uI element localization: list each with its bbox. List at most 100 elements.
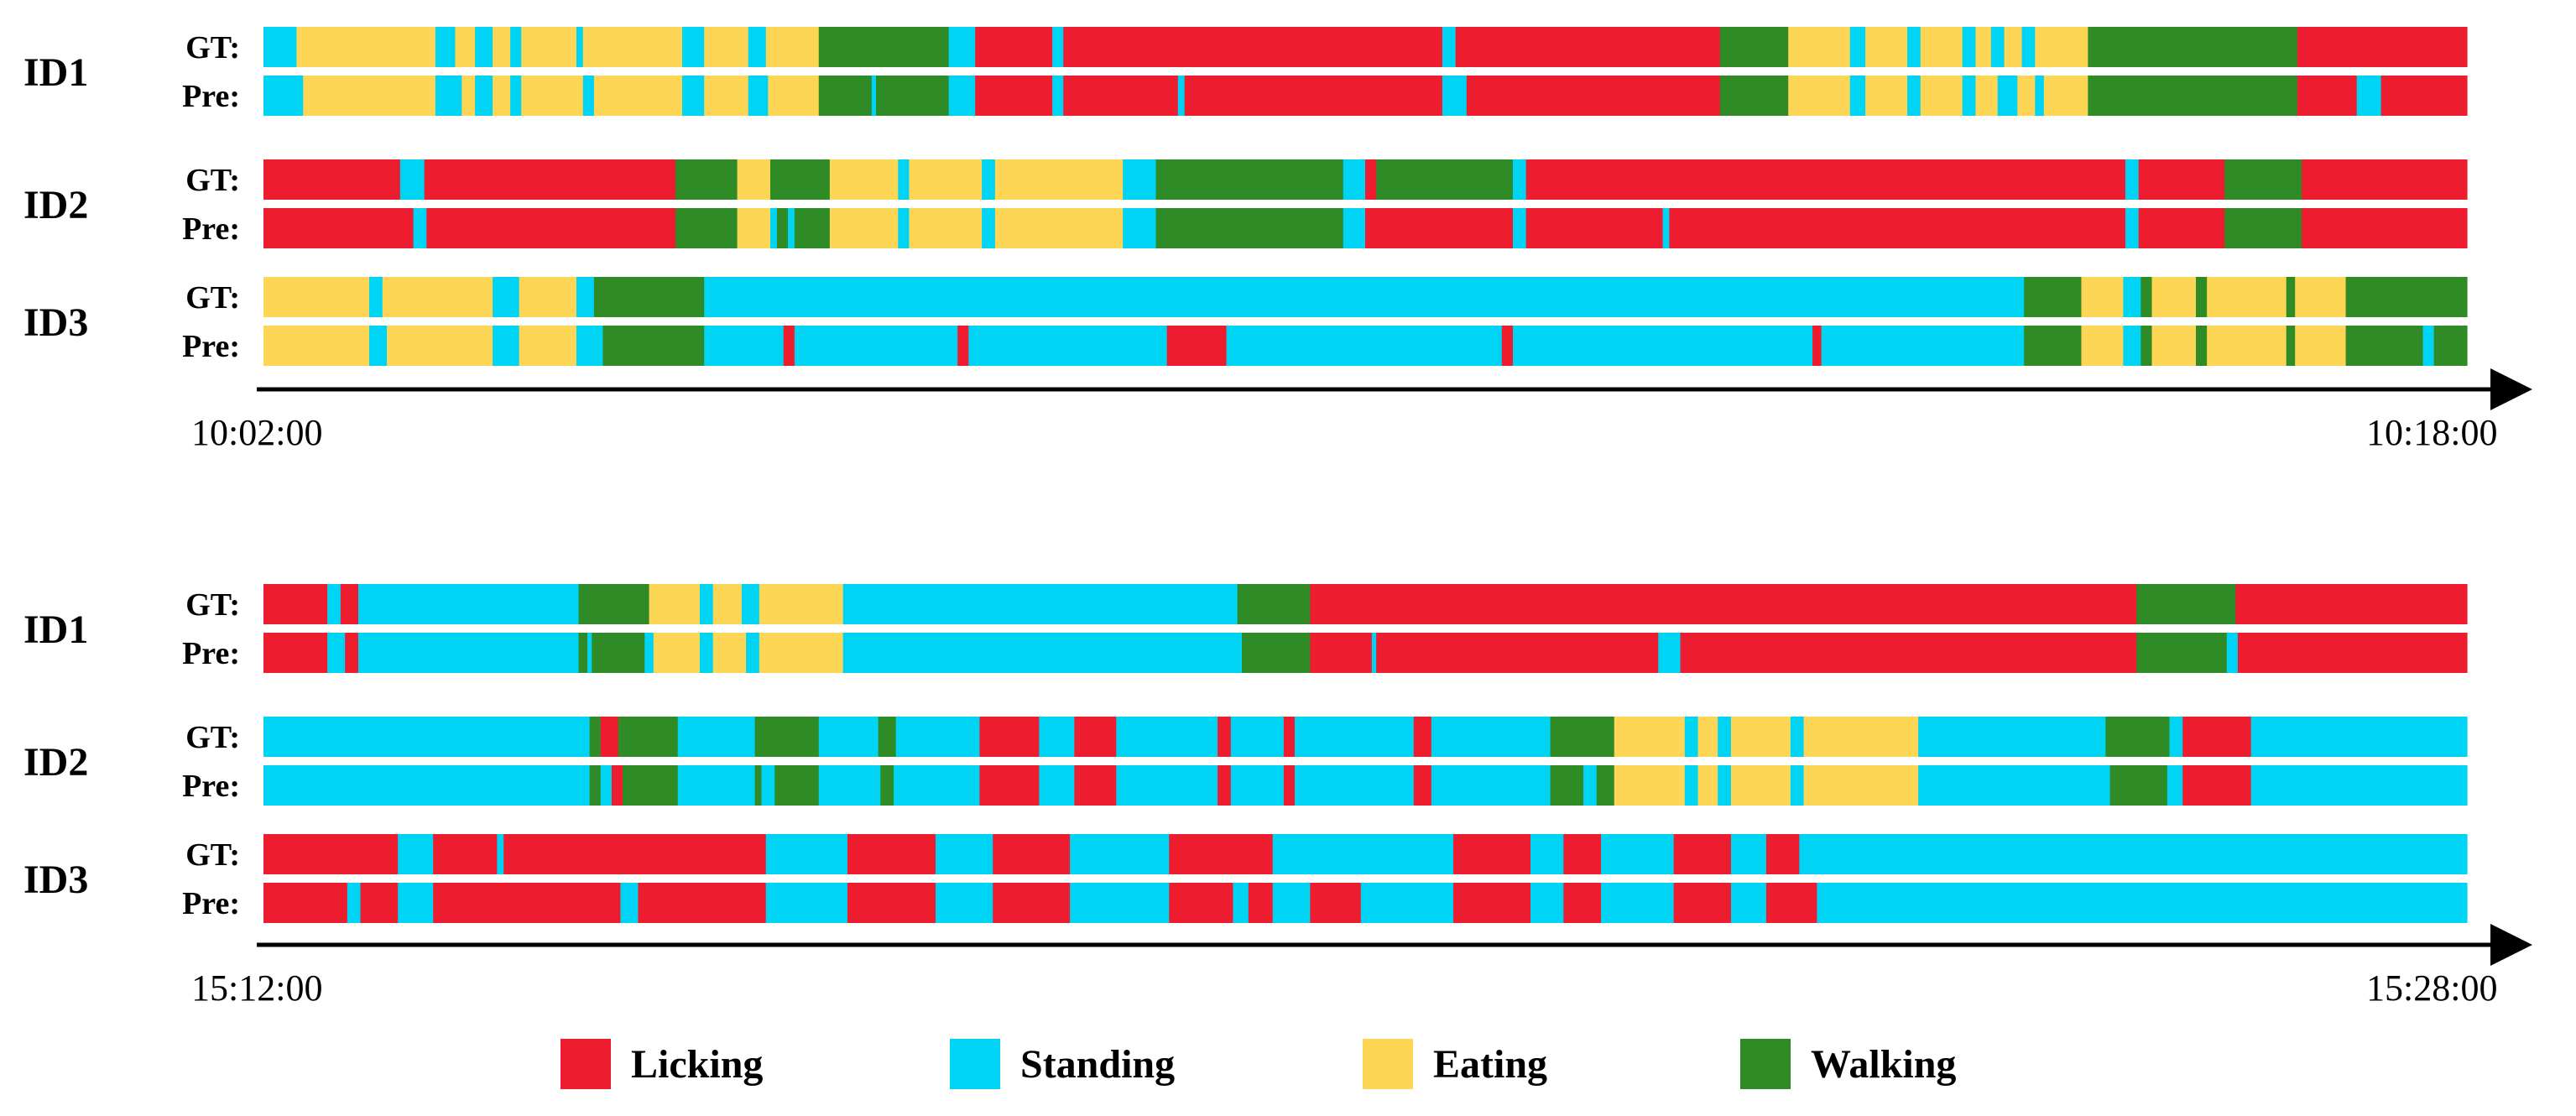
behavior-segment (1442, 27, 1457, 67)
behavior-segment (675, 208, 738, 248)
behavior-segment (1272, 883, 1311, 923)
behavior-segment (2237, 633, 2468, 673)
behavior-segment (340, 584, 359, 624)
behavior-segment (296, 27, 436, 67)
behavior-segment (493, 326, 520, 366)
behavior-segment (677, 717, 756, 757)
behavior-segment (1669, 208, 2126, 248)
behavior-segment (1600, 883, 1675, 923)
behavior-segment (1230, 717, 1285, 757)
behavior-segment (979, 717, 1040, 757)
behavior-segment (1849, 76, 1866, 116)
behavior-segment (818, 765, 881, 806)
animal-group: ID3 GT: Pre: (23, 834, 2468, 923)
behavior-segment (1074, 717, 1117, 757)
behavior-segment (1730, 834, 1767, 874)
behavior-segment (649, 584, 701, 624)
behavior-segment (369, 277, 383, 317)
behavior-segment (510, 76, 522, 116)
animal-group: ID1 GT: Pre: (23, 584, 2468, 673)
behavior-segment (1218, 717, 1232, 757)
behavior-segment (576, 277, 595, 317)
behavior-segment (847, 883, 936, 923)
behavior-segment (675, 159, 738, 200)
behavior-segment (1849, 27, 1866, 67)
behavior-segment (1177, 76, 1186, 116)
behavior-segment (602, 326, 705, 366)
behavior-segment (993, 834, 1071, 874)
behavior-segment (1596, 765, 1615, 806)
behavior-segment (948, 76, 976, 116)
behavior-segment (2224, 159, 2302, 200)
sequence-row: GT: (185, 27, 2468, 67)
behavior-segment (1812, 326, 1822, 366)
behavior-segment (769, 208, 778, 248)
behavior-segment (898, 208, 910, 248)
behavior-segment (475, 76, 493, 116)
behavior-segment (1730, 883, 1767, 923)
timeline-panels: ID1 GT: Pre: ID2 GT: Pre: ID3 GT: Pre: 10:02:00 10… (23, 27, 2532, 1009)
sequence-row: GT: (185, 159, 2468, 200)
behavior-segment (327, 584, 342, 624)
time-end-label: 15:28:00 (2366, 967, 2497, 1009)
behavior-segment (1920, 27, 1963, 67)
legend-item: Walking (1740, 1039, 1956, 1089)
behavior-segment (519, 277, 577, 317)
behavior-segment (1039, 717, 1075, 757)
behavior-segment (1512, 159, 1527, 200)
behavior-segment (1283, 765, 1296, 806)
behavior-segment (1865, 27, 1908, 67)
behavior-segment (2151, 277, 2197, 317)
sequence-row: Pre: (182, 765, 2468, 806)
behavior-segment (263, 326, 370, 366)
behavior-segment (303, 76, 436, 116)
animal-id-label: ID2 (23, 183, 88, 227)
behavior-segment (2433, 326, 2468, 366)
behavior-segment (774, 765, 820, 806)
behavior-segment (1063, 27, 1443, 67)
sequence-row: Pre: (182, 76, 2468, 116)
behavior-segment (699, 584, 714, 624)
behavior-segment (1790, 717, 1805, 757)
behavior-segment (979, 765, 1040, 806)
sequence-row: Pre: (182, 883, 2468, 923)
behavior-segment (1218, 765, 1232, 806)
behavior-segment (263, 76, 304, 116)
behavior-segment (387, 326, 493, 366)
behavior-segment (503, 834, 767, 874)
behavior-segment (1614, 717, 1686, 757)
behavior-segment (1765, 883, 1817, 923)
behavior-segment (1063, 76, 1179, 116)
behavior-segment (1233, 883, 1249, 923)
behavior-segment (2250, 717, 2468, 757)
sequence-row: Pre: (182, 208, 2468, 248)
behavior-segment (1052, 27, 1064, 67)
behavior-segment (759, 584, 844, 624)
behavior-segment (1272, 834, 1454, 874)
sequence-row-label: Pre: (182, 636, 240, 671)
behavior-segment (2017, 76, 2036, 116)
behavior-segment (433, 834, 498, 874)
behavior-segment (1074, 765, 1117, 806)
sequence-row-label: GT: (185, 587, 240, 623)
sequence-row: GT: (185, 277, 2468, 317)
behavior-segment (653, 633, 701, 673)
behavior-segment (1765, 834, 1800, 874)
behavior-segment (1673, 883, 1732, 923)
behavior-segment (1821, 326, 2025, 366)
behavior-segment (783, 326, 795, 366)
behavior-segment (1237, 584, 1311, 624)
behavior-segment (587, 633, 592, 673)
behavior-segment (1283, 717, 1296, 757)
legend-swatch (561, 1039, 611, 1089)
behavior-segment (2088, 76, 2298, 116)
behavior-segment (794, 208, 831, 248)
behavior-segment (1525, 159, 2126, 200)
sequence-row-label: Pre: (182, 329, 240, 364)
behavior-segment (712, 633, 747, 673)
behavior-segment (2043, 76, 2088, 116)
behavior-segment (327, 633, 346, 673)
legend-item: Standing (950, 1039, 1175, 1089)
behavior-segment (994, 208, 1124, 248)
behavior-segment (1294, 717, 1415, 757)
